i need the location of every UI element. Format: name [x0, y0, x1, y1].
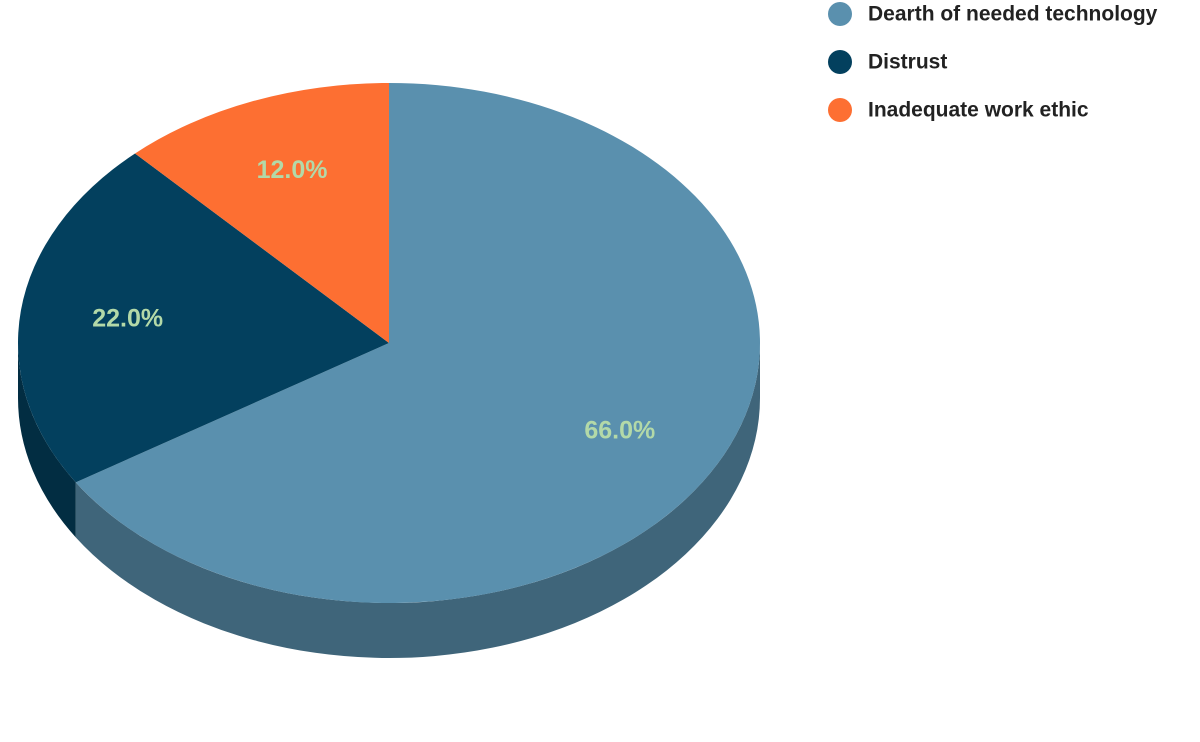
value-label: 12.0%	[257, 156, 328, 184]
slice	[135, 83, 389, 343]
legend-marker	[828, 50, 852, 74]
legend-label: Inadequate work ethic	[868, 99, 1089, 122]
legend-label: Distrust	[868, 51, 947, 74]
legend-marker	[828, 2, 852, 26]
legend-marker	[828, 98, 852, 122]
slice-side	[75, 343, 761, 658]
slice	[17, 153, 390, 483]
value-label: 66.0%	[584, 417, 655, 445]
legend-label: Dearth of needed technology	[868, 3, 1158, 26]
slice-side	[17, 343, 76, 538]
slice	[75, 83, 761, 603]
value-label: 22.0%	[92, 304, 163, 332]
